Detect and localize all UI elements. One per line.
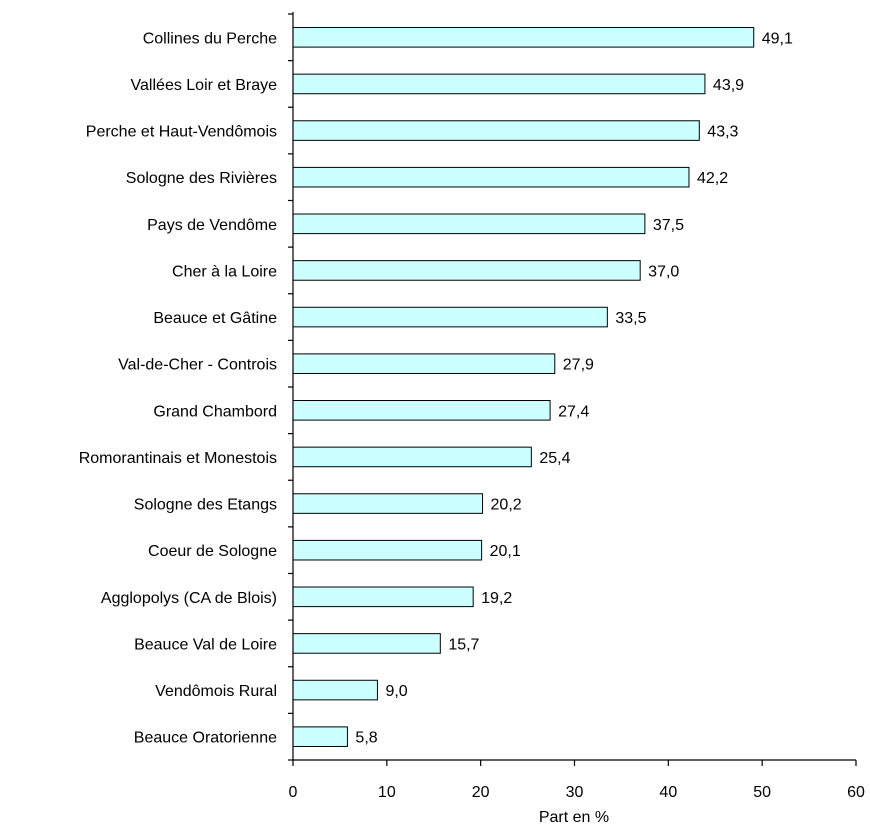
category-label: Cher à la Loire [172, 263, 277, 280]
bar [292, 726, 348, 747]
data-label: 37,0 [648, 263, 679, 280]
data-label: 37,5 [653, 217, 684, 234]
category-label: Beauce Val de Loire [134, 636, 277, 653]
y-ticks-group [288, 13, 293, 761]
x-axis-label: Part en % [539, 809, 609, 826]
value-labels-group: 49,1 43,9 43,3 42,2 37,5 37,0 33,5 27,9 27,4 25,4… [355, 30, 793, 746]
data-label: 49,1 [762, 30, 793, 47]
data-label: 5,8 [355, 730, 377, 747]
category-label: Perche et Haut-Vendômois [86, 124, 277, 141]
category-label: Coeur de Sologne [148, 543, 277, 560]
bar [292, 446, 532, 468]
data-label: 43,3 [707, 124, 738, 141]
x-tick-label: 10 [378, 784, 396, 801]
category-label: Sologne des Etangs [134, 497, 277, 514]
bar [292, 73, 706, 95]
bar [292, 353, 556, 374]
data-label: 27,4 [558, 403, 589, 420]
bar [292, 586, 474, 608]
bar [292, 260, 641, 281]
bar [292, 120, 700, 141]
data-label: 33,5 [615, 310, 646, 327]
category-label: Pays de Vendôme [147, 217, 277, 234]
bars-group [292, 27, 755, 747]
category-label: Grand Chambord [153, 403, 277, 420]
category-label: Val-de-Cher - Controis [118, 357, 277, 374]
bar [292, 679, 378, 701]
bar [292, 213, 646, 235]
x-tick-label: 0 [289, 784, 298, 801]
data-label: 20,2 [491, 497, 522, 514]
category-label: Vendômois Rural [155, 683, 277, 700]
x-tick-label: 60 [847, 784, 865, 801]
category-label: Sologne des Rivières [126, 170, 277, 187]
category-label: Romorantinais et Monestois [79, 450, 277, 467]
data-label: 20,1 [490, 543, 521, 560]
bar [292, 400, 551, 421]
x-tick-label: 20 [472, 784, 490, 801]
data-label: 25,4 [539, 450, 570, 467]
category-label: Collines du Perche [143, 30, 277, 47]
x-tick-label: 50 [753, 784, 771, 801]
bar [292, 493, 484, 514]
x-tick-label: 40 [659, 784, 677, 801]
bar [292, 633, 441, 654]
data-label: 9,0 [385, 683, 407, 700]
data-label: 43,9 [713, 77, 744, 94]
data-label: 15,7 [448, 636, 479, 653]
x-tick-label: 30 [566, 784, 584, 801]
bar [292, 166, 690, 188]
data-label: 19,2 [481, 590, 512, 607]
bar [292, 539, 483, 561]
data-label: 27,9 [563, 357, 594, 374]
category-label: Agglopolys (CA de Blois) [101, 590, 277, 607]
category-label: Beauce et Gâtine [153, 310, 277, 327]
bar [292, 27, 755, 48]
bar [292, 306, 608, 328]
x-ticks-group: 0 10 20 30 40 50 60 [289, 760, 865, 801]
category-label: Beauce Oratorienne [134, 730, 277, 747]
category-label: Vallées Loir et Braye [131, 77, 278, 94]
category-labels-group: Collines du Perche Vallées Loir et Braye P… [79, 30, 277, 746]
data-label: 42,2 [697, 170, 728, 187]
